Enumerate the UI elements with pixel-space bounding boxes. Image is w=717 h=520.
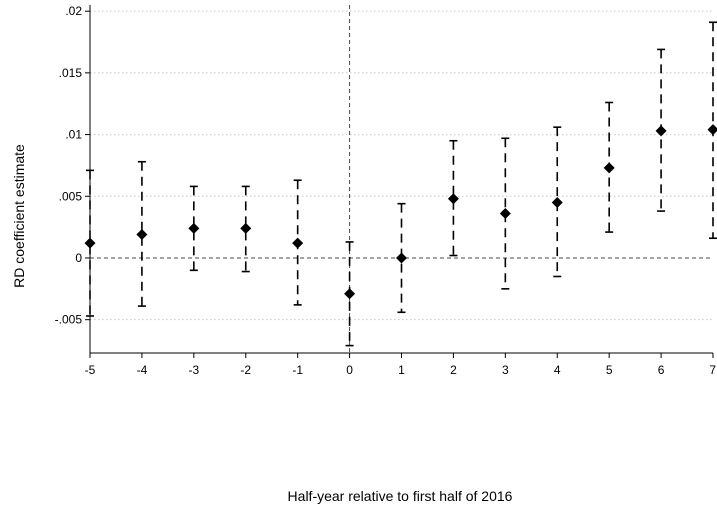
point-estimate (447, 193, 459, 205)
point-estimate (344, 288, 356, 300)
x-tick-label: 0 (346, 363, 353, 377)
y-tick-label: 0 (75, 251, 82, 265)
point-estimate (551, 196, 563, 208)
x-tick-label: -5 (85, 363, 96, 377)
x-axis-title: Half-year relative to first half of 2016 (288, 488, 513, 504)
point-estimate (188, 222, 200, 234)
point-estimate (292, 237, 304, 249)
x-tick-label: 2 (450, 363, 457, 377)
y-tick-label: -.005 (55, 313, 83, 327)
confidence-intervals (86, 21, 717, 347)
confidence-interval (241, 185, 250, 273)
y-tick-label: .01 (65, 128, 82, 142)
y-tick-label: .005 (59, 189, 83, 203)
y-tick-label: .015 (59, 66, 83, 80)
x-tick-label: 4 (554, 363, 561, 377)
x-tick-label: -2 (240, 363, 251, 377)
point-estimate (136, 229, 148, 241)
point-estimate (499, 208, 511, 220)
confidence-interval (449, 139, 458, 257)
x-tick-label: 6 (658, 363, 665, 377)
x-tick-label: 3 (502, 363, 509, 377)
gridlines (90, 10, 713, 321)
confidence-interval (553, 126, 562, 278)
point-estimates (84, 124, 717, 300)
point-estimate (84, 237, 96, 249)
x-tick-label: -1 (292, 363, 303, 377)
point-estimate (396, 252, 407, 264)
axes: -.005 0 .005 .01 .015 .02 -5 -4 -3 -2 -1 0 1 2 3 4 5 6 7 (55, 4, 717, 377)
x-tick-label: -4 (137, 363, 148, 377)
x-tick-label: 7 (709, 363, 716, 377)
confidence-interval (137, 160, 146, 307)
confidence-interval (86, 169, 94, 317)
confidence-interval (397, 202, 406, 314)
confidence-interval (189, 185, 198, 272)
y-axis-title: RD coefficient estimate (11, 144, 27, 288)
x-tick-label: 1 (398, 363, 405, 377)
x-tick-label: -3 (188, 363, 199, 377)
point-estimate (707, 124, 717, 136)
x-tick-label: 5 (606, 363, 613, 377)
point-estimate (603, 162, 615, 174)
point-estimate (240, 222, 252, 234)
y-tick-label: .02 (65, 4, 82, 18)
point-estimate (655, 125, 667, 137)
